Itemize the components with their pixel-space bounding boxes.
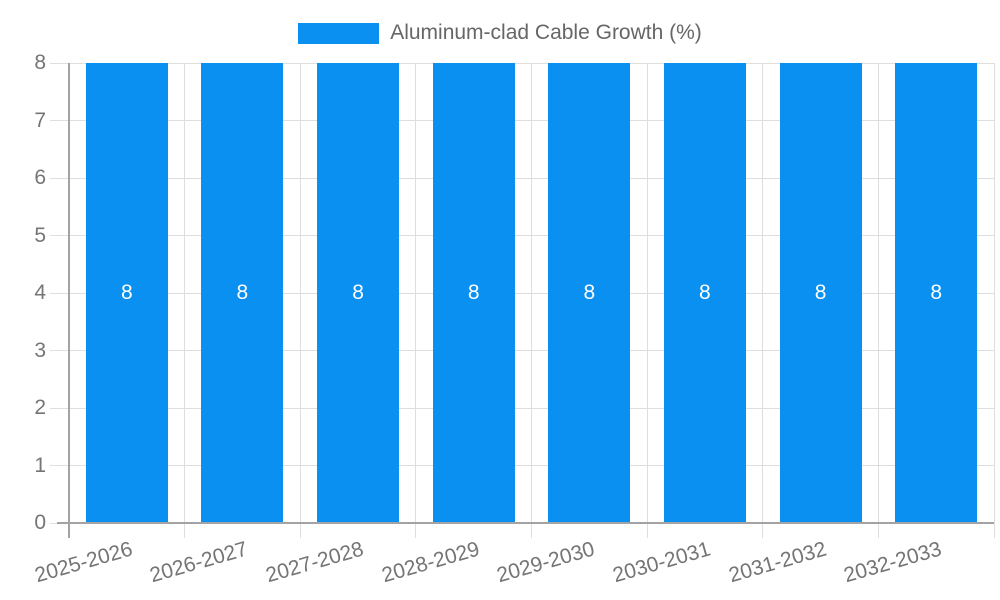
bar[interactable]: 8 [432, 63, 515, 523]
bar-value-label: 8 [814, 281, 827, 304]
legend-swatch [298, 22, 380, 44]
y-axis-tick-label: 8 [34, 51, 46, 74]
gridline-horizontal [50, 120, 994, 121]
gridline-horizontal [50, 292, 994, 294]
bar[interactable]: 8 [779, 63, 862, 523]
y-axis-tick-label: 2 [34, 396, 46, 419]
bar-value-label: 8 [236, 281, 249, 304]
chart-legend: Aluminum-clad Cable Growth (%) [0, 21, 1000, 45]
gridline-horizontal [50, 62, 994, 64]
bar-value-label: 8 [467, 281, 480, 304]
y-axis-tick-label: 0 [34, 511, 46, 534]
bar[interactable]: 8 [895, 63, 978, 523]
bar-value-label: 8 [352, 281, 364, 304]
gridline-horizontal [50, 350, 994, 351]
gridline-horizontal [50, 407, 994, 409]
bar-value-label: 8 [120, 281, 133, 304]
gridline-vertical [762, 63, 764, 538]
gridline-horizontal [50, 235, 994, 236]
bar[interactable]: 8 [663, 63, 746, 523]
bar-value-label: 8 [583, 281, 596, 304]
bar-value-label: 8 [699, 281, 711, 304]
x-axis-line [57, 522, 994, 524]
y-axis-tick-label: 3 [34, 338, 46, 362]
bar[interactable]: 8 [317, 63, 400, 523]
bar[interactable]: 8 [85, 63, 168, 523]
y-axis-tick-label: 1 [34, 453, 46, 477]
gridline-vertical [415, 63, 417, 538]
y-axis-tick-label: 6 [34, 166, 46, 189]
gridline-vertical [184, 63, 186, 538]
bar-value-label: 8 [930, 281, 943, 304]
y-axis-tick-label: 7 [34, 108, 46, 132]
gridline-horizontal [50, 177, 994, 179]
y-axis-tick-label: 5 [34, 223, 46, 247]
y-axis-tick-label: 4 [34, 281, 46, 304]
bar[interactable]: 8 [548, 63, 631, 523]
gridline-vertical [299, 63, 301, 538]
legend-label: Aluminum-clad Cable Growth (%) [390, 21, 702, 44]
bar[interactable]: 8 [201, 63, 284, 523]
gridline-vertical [531, 63, 532, 538]
gridline-vertical [877, 63, 879, 538]
gridline-vertical [993, 63, 995, 538]
gridline-horizontal [50, 465, 994, 466]
legend-item[interactable]: Aluminum-clad Cable Growth (%) [298, 21, 702, 45]
y-axis-line [68, 63, 70, 538]
gridline-vertical [646, 63, 648, 538]
